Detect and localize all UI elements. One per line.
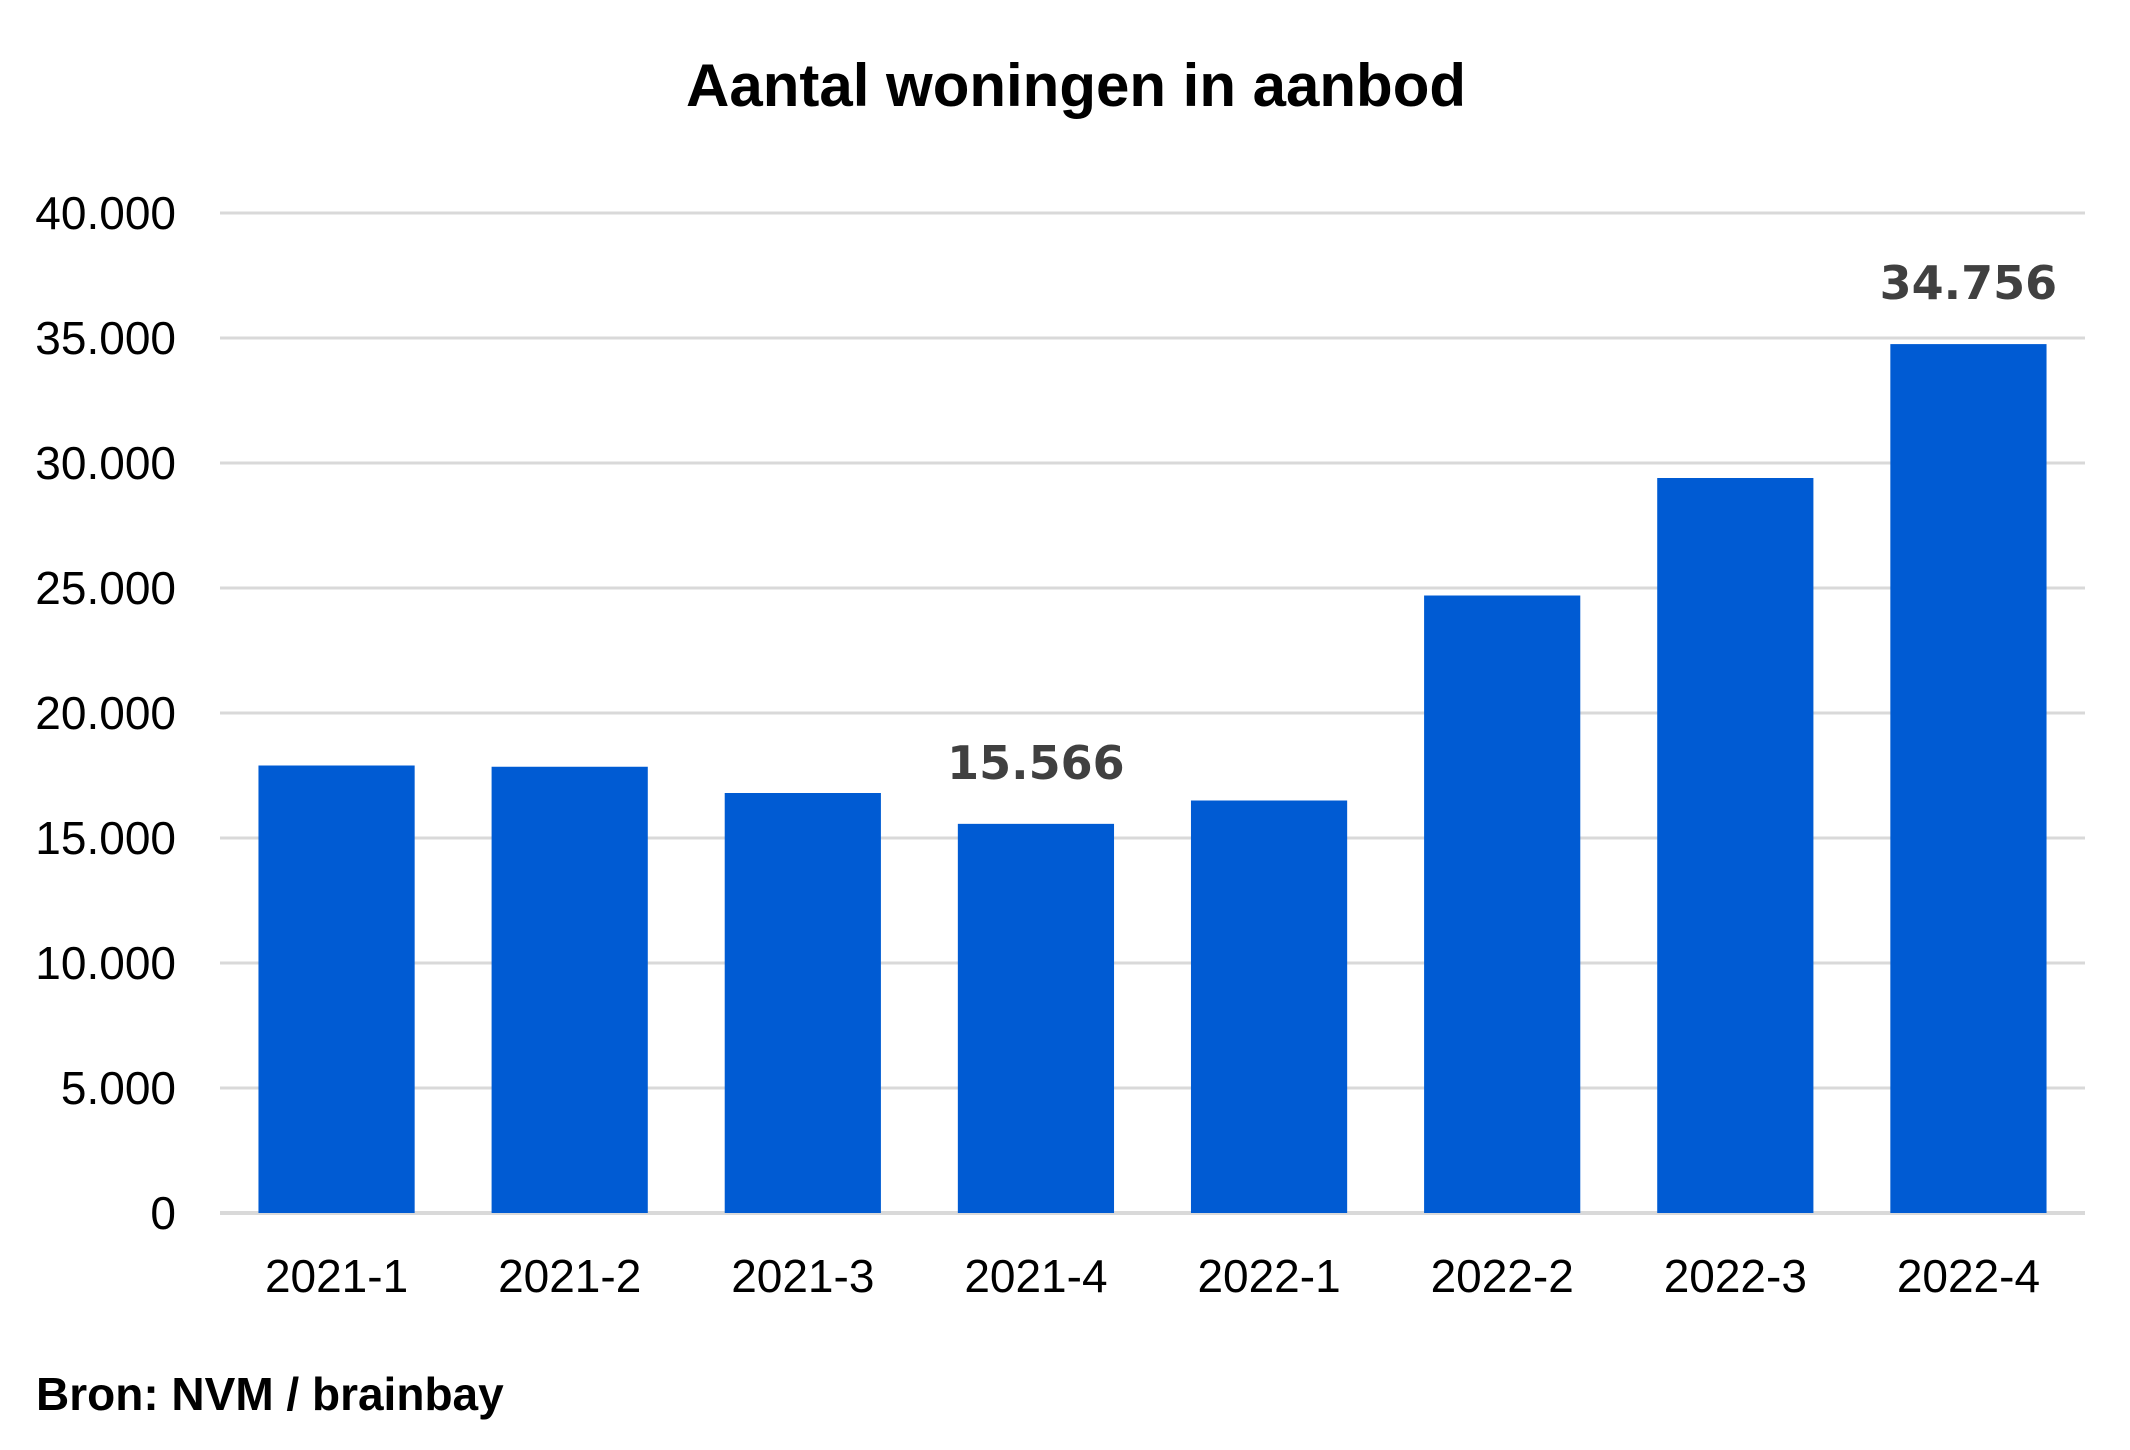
x-tick-label: 2021-3 [731, 1250, 874, 1302]
bar-2022-2 [1424, 595, 1581, 1213]
x-axis-category-labels: 2021-1 2021-2 2021-3 2021-4 2022-1 2022-2 2022… [265, 1250, 2040, 1302]
bar-2022-3 [1657, 478, 1814, 1213]
y-tick-label: 25.000 [35, 562, 176, 614]
data-label: 34.756 [1880, 256, 2058, 310]
x-tick-label: 2022-2 [1431, 1250, 1574, 1302]
y-tick-label: 15.000 [35, 812, 176, 864]
bar-2022-1 [1190, 800, 1348, 1213]
y-tick-label: 35.000 [35, 312, 176, 364]
y-tick-label: 0 [150, 1187, 176, 1239]
x-tick-label: 2021-2 [498, 1250, 641, 1302]
x-tick-label: 2021-1 [265, 1250, 408, 1302]
y-tick-label: 30.000 [35, 437, 176, 489]
bar-2021-4 [957, 823, 1115, 1213]
y-tick-label: 20.000 [35, 687, 176, 739]
bar-2022-4 [1890, 344, 2047, 1214]
y-tick-label: 40.000 [35, 187, 176, 239]
y-tick-label: 10.000 [35, 937, 176, 989]
y-axis-tick-labels: 0 5.000 10.000 15.000 20.000 25.000 30.000 35.0… [35, 187, 176, 1239]
chart-title: Aantal woningen in aanbod [686, 52, 1466, 119]
data-labels: 15.566 34.756 [947, 256, 2057, 790]
x-tick-label: 2022-1 [1197, 1250, 1340, 1302]
x-tick-label: 2021-4 [964, 1250, 1107, 1302]
bars [258, 344, 2047, 1214]
x-tick-label: 2022-4 [1897, 1250, 2040, 1302]
bar-2021-2 [491, 766, 648, 1213]
y-tick-label: 5.000 [61, 1062, 176, 1114]
x-tick-label: 2022-3 [1664, 1250, 1807, 1302]
source-note: Bron: NVM / brainbay [36, 1368, 504, 1420]
bar-2021-1 [258, 765, 415, 1213]
bar-2021-3 [724, 793, 881, 1213]
data-label: 15.566 [947, 736, 1125, 790]
